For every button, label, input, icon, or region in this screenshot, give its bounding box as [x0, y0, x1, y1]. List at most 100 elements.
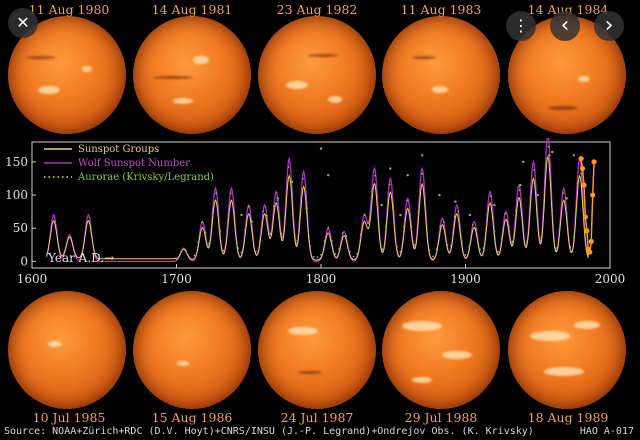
- aurora-point: [460, 241, 463, 243]
- aurora-point: [395, 245, 398, 248]
- aurora-point: [558, 229, 561, 231]
- aurora-point: [576, 182, 579, 185]
- aurora-point: [319, 147, 323, 150]
- aurora-point: [403, 225, 405, 228]
- sun-date-label: 18 Aug 1989: [527, 410, 609, 425]
- aurora-point: [453, 215, 456, 218]
- aurora-point: [454, 200, 457, 203]
- aurora-point: [493, 203, 496, 207]
- figure-code: HAO A-017: [579, 426, 634, 437]
- sun-date-label: 11 Aug 1983: [400, 2, 482, 17]
- aurora-point: [572, 154, 576, 157]
- aurora-point: [352, 255, 355, 258]
- aurora-point: [457, 210, 460, 213]
- series-line-groups: [46, 154, 589, 261]
- aurora-point: [226, 229, 228, 231]
- aurora-point: [193, 254, 196, 257]
- aurora-point: [389, 167, 392, 170]
- aurora-point: [283, 216, 286, 219]
- series-line-wolf: [45, 138, 589, 263]
- aurora-point: [367, 222, 369, 225]
- legend-label-wolf: Wolf Sunspot Number: [78, 158, 190, 169]
- aurora-point: [280, 232, 283, 235]
- aurora-point: [497, 250, 499, 253]
- legend-label-aurorae: Aurorae (Krivsky/Legrand): [77, 172, 214, 183]
- aurora-point: [424, 211, 427, 213]
- aurora-point: [536, 193, 539, 197]
- recent-point: [588, 238, 594, 245]
- sun-date-label: 29 Jul 1988: [404, 410, 478, 425]
- series-line-recent: [580, 158, 595, 255]
- next-image-button[interactable]: ›: [594, 11, 624, 41]
- aurora-point: [338, 248, 340, 251]
- aurora-point: [482, 247, 485, 250]
- y-tick-label: 150: [5, 155, 28, 169]
- close-button[interactable]: ✕: [8, 8, 38, 38]
- aurora-point: [547, 145, 550, 148]
- aurora-point: [569, 245, 572, 248]
- sun-image: [8, 291, 126, 409]
- aurora-point: [290, 180, 294, 183]
- aurora-point: [247, 205, 250, 208]
- y-tick-label: 50: [13, 221, 28, 235]
- x-tick-label: 1800: [306, 272, 337, 286]
- sunspot-chart: 150 100 50 0 Sunspot Groups Wolf Sunspot Nu…: [5, 138, 626, 286]
- aurora-point: [417, 210, 420, 213]
- aurora-point: [265, 214, 268, 217]
- aurora-point: [312, 255, 315, 258]
- aurora-point: [240, 251, 243, 254]
- recent-point: [590, 192, 596, 198]
- aurora-point: [548, 154, 551, 157]
- previous-image-button[interactable]: ‹: [550, 11, 580, 41]
- legend-label-groups: Sunspot Groups: [78, 144, 159, 155]
- aurora-point: [381, 248, 384, 251]
- aurora-point: [442, 221, 445, 224]
- aurora-point: [302, 177, 304, 180]
- aurora-point: [471, 224, 474, 226]
- aurora-point: [258, 240, 261, 243]
- aurora-point: [399, 213, 402, 217]
- aurora-point: [410, 225, 413, 228]
- aurora-point: [526, 240, 528, 243]
- aurora-point: [222, 249, 225, 252]
- aurora-point: [229, 192, 232, 195]
- x-tick-label: 2000: [595, 272, 626, 286]
- aurora-point: [438, 193, 441, 197]
- aurora-point: [218, 230, 222, 233]
- sun-date-label: 14 Aug 1981: [151, 2, 233, 17]
- aurora-point: [349, 250, 351, 253]
- aurora-point: [251, 228, 254, 231]
- sun-image: [133, 291, 251, 409]
- aurora-point: [432, 255, 434, 258]
- recent-point: [587, 249, 593, 255]
- aurora-point: [305, 207, 308, 210]
- aurora-point: [392, 206, 395, 208]
- aurora-point: [287, 166, 290, 168]
- aurora-point: [240, 213, 243, 217]
- sun-date-label: 14 Aug 1984: [527, 2, 609, 17]
- aurora-point: [522, 160, 525, 164]
- aurora-point: [269, 232, 272, 235]
- aurora-point: [565, 212, 568, 214]
- source-credit: Source: NOAA+Zürich+RDC (D.V. Hoyt)+CNRS…: [4, 426, 534, 437]
- aurora-point: [341, 232, 344, 234]
- aurora-point: [208, 242, 210, 245]
- aurora-point: [276, 197, 279, 200]
- sun-date-label: 15 Aug 1986: [151, 410, 233, 425]
- y-tick-label: 100: [5, 188, 28, 202]
- aurora-point: [486, 214, 489, 216]
- aurora-point: [507, 225, 510, 228]
- sun-image: [382, 16, 500, 134]
- aurora-point: [504, 212, 507, 215]
- sun-date-label: 10 Jul 1985: [32, 410, 106, 425]
- sun-image: [382, 291, 500, 409]
- sun-image: [133, 16, 251, 134]
- x-tick-label: 1700: [161, 272, 192, 286]
- more-options-button[interactable]: ⋮: [506, 11, 536, 41]
- aurora-point: [489, 195, 492, 198]
- sun-image: [258, 16, 376, 134]
- aurora-point: [237, 247, 239, 249]
- aurora-point: [518, 189, 521, 192]
- aurora-point: [323, 240, 326, 243]
- aurora-point: [204, 231, 207, 234]
